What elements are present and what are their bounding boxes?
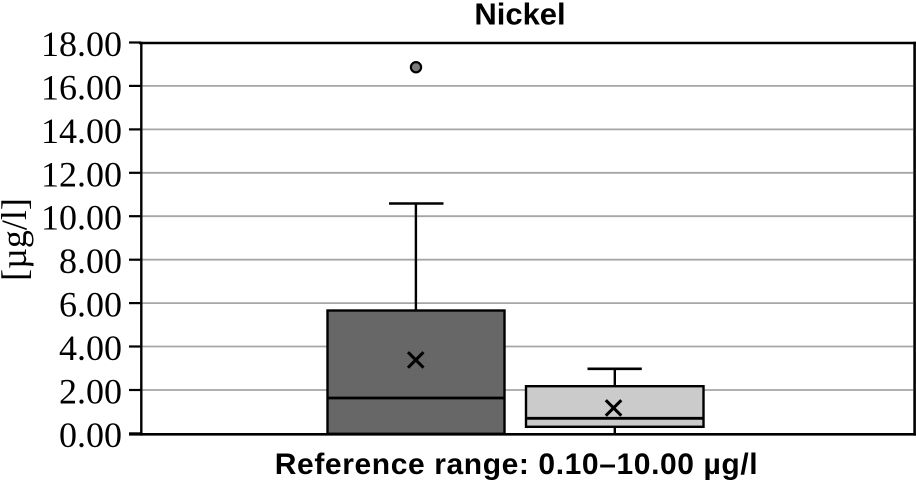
svg-text:14.00: 14.00 (41, 111, 122, 151)
svg-text:18.00: 18.00 (41, 24, 122, 64)
svg-text:0.00: 0.00 (59, 415, 122, 455)
svg-text:8.00: 8.00 (59, 241, 122, 281)
svg-text:2.00: 2.00 (59, 372, 122, 412)
svg-text:16.00: 16.00 (41, 67, 122, 107)
svg-text:Nickel: Nickel (474, 0, 565, 32)
svg-text:6.00: 6.00 (59, 285, 122, 325)
svg-text:12.00: 12.00 (41, 154, 122, 194)
svg-text:4.00: 4.00 (59, 328, 122, 368)
svg-text:Reference range: 0.10–10.00 µg: Reference range: 0.10–10.00 µg/l (275, 448, 758, 481)
svg-text:10.00: 10.00 (41, 198, 122, 238)
svg-text:[µg/l]: [µg/l] (0, 198, 34, 281)
